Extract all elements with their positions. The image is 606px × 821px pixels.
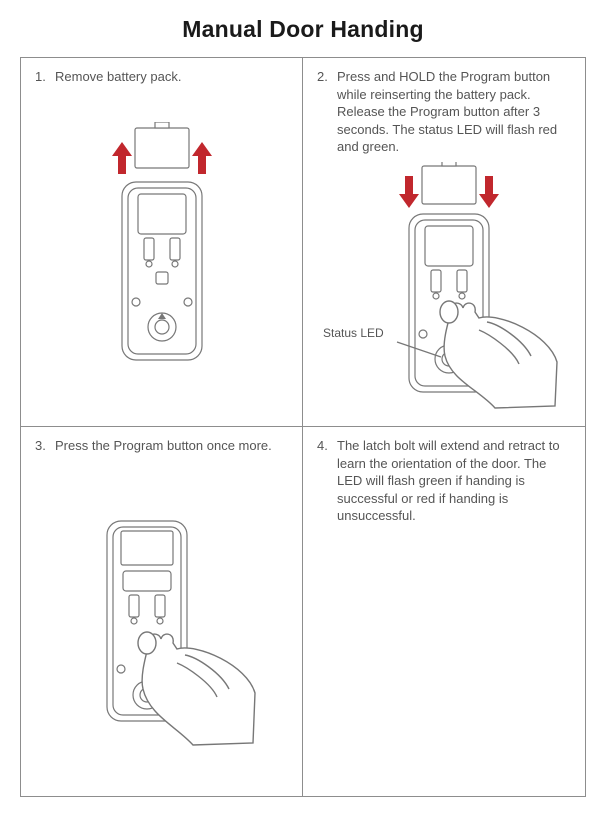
step-2-diagram: Status LED	[317, 156, 571, 418]
lock-diagram-3-icon	[47, 491, 277, 751]
step-4-body: The latch bolt will extend and retract t…	[337, 437, 571, 525]
step-1-text: 1. Remove battery pack.	[35, 68, 288, 86]
step-1-diagram	[35, 86, 288, 418]
step-1-body: Remove battery pack.	[55, 68, 288, 86]
step-2-num: 2.	[317, 68, 337, 156]
lock-diagram-2-icon	[329, 162, 559, 412]
step-2-text: 2. Press and HOLD the Program button whi…	[317, 68, 571, 156]
lock-diagram-1-icon	[72, 122, 252, 382]
step-4-num: 4.	[317, 437, 337, 525]
page: Manual Door Handing 1. Remove battery pa…	[0, 0, 606, 817]
step-4-text: 4. The latch bolt will extend and retrac…	[317, 437, 571, 525]
status-led-label: Status LED	[323, 326, 384, 340]
step-3-num: 3.	[35, 437, 55, 455]
page-title: Manual Door Handing	[20, 16, 586, 43]
step-4-diagram	[317, 525, 571, 788]
step-1-num: 1.	[35, 68, 55, 86]
step-3-diagram	[35, 455, 288, 788]
step-3-text: 3. Press the Program button once more.	[35, 437, 288, 455]
steps-grid: 1. Remove battery pack.	[20, 57, 586, 797]
step-3-body: Press the Program button once more.	[55, 437, 288, 455]
step-cell-1: 1. Remove battery pack.	[21, 58, 303, 427]
step-cell-2: 2. Press and HOLD the Program button whi…	[303, 58, 585, 427]
step-cell-4: 4. The latch bolt will extend and retrac…	[303, 427, 585, 796]
step-2-body: Press and HOLD the Program button while …	[337, 68, 571, 156]
step-cell-3: 3. Press the Program button once more.	[21, 427, 303, 796]
